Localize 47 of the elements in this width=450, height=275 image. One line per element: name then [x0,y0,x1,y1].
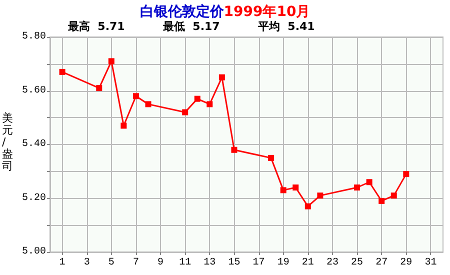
point [268,154,274,161]
point [120,122,127,129]
point [390,192,397,199]
point [304,203,311,210]
text: 最低 5.17 [162,20,220,33]
point [292,184,299,190]
y-tick-label: 5.00 [22,246,46,258]
point [96,85,102,92]
x-tick-label: 11 [179,258,192,268]
x-tick-label: 3 [84,258,90,268]
point [108,58,114,64]
x-tick-label: 19 [277,258,290,268]
y-axis-title: 美元/盎司 [2,112,13,172]
x-tick-label: 29 [400,258,412,268]
x-tick-label: 5 [108,258,114,268]
chart-title: 白银伦敦定价1999年10月 [140,3,310,20]
point [378,198,385,204]
x-tick-label: 27 [376,258,388,268]
point [182,109,188,116]
point [206,101,213,108]
point [194,96,200,102]
point [366,179,372,186]
point [145,101,152,108]
x-tick-label: 1 [59,258,66,268]
x-tick-label: 17 [252,258,265,268]
point [280,187,286,194]
y-tick-label: 5.60 [22,85,46,96]
point [317,192,324,199]
x-tick-label: 13 [204,258,216,268]
x-tick-label: 15 [228,258,240,268]
x-tick-label: 25 [351,258,364,268]
point [231,146,238,153]
y-tick-label: 5.20 [22,192,46,204]
point [354,184,360,190]
y-tick-label: 5.80 [22,32,46,42]
x-tick-label: 21 [302,258,314,268]
point [218,74,225,80]
x-tick-label: 7 [132,258,139,268]
x-tick-label: 23 [326,258,338,268]
text: 平均 5.41 [257,20,315,33]
point [59,68,66,75]
point [403,171,410,178]
text: 最高 5.71 [67,20,125,33]
point [132,93,139,100]
x-tick-label: 9 [158,258,164,268]
y-tick-label: 5.40 [22,139,46,150]
x-tick-label: 31 [424,258,437,268]
